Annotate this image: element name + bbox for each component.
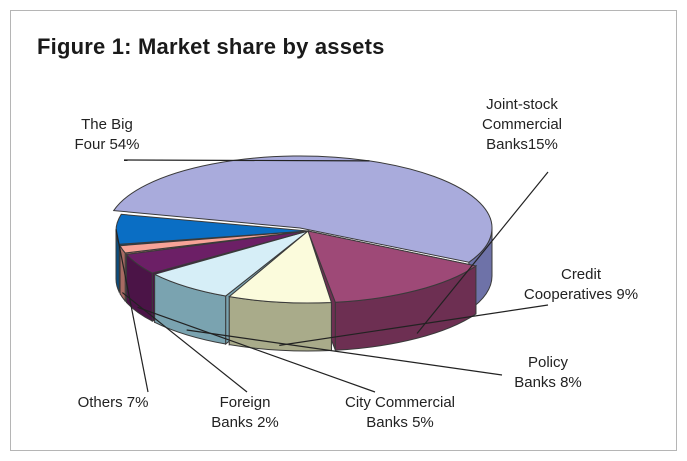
leader-line-foreign-banks [121,292,248,393]
slice-top-policy-banks [153,230,309,297]
slice-label-city-commercial: City Commercial Banks 5% [344,394,455,431]
leader-line-credit-cooperatives [279,304,549,346]
chart-title: Figure 1: Market share by assets [37,34,385,59]
pie-tops [112,155,493,304]
leader-line-others [115,229,149,393]
leader-line-big-four [123,159,370,162]
slice-top-foreign-banks [119,230,309,254]
slice-label-credit-cooperatives: Credit Cooperatives 9% [523,266,639,303]
slice-label-others: Others 7% [77,394,149,411]
slice-top-city-commercial [125,230,309,274]
slice-label-foreign-banks: Foreign Banks 2% [211,394,279,431]
slice-label-big-four: The Big Four 54% [74,116,140,153]
leader-lines [115,159,549,393]
slice-top-credit-cooperatives [228,230,333,304]
leader-line-policy-banks [186,329,503,376]
slice-label-joint-stock: Joint-stock Commercial Banks15% [481,96,562,153]
slice-label-policy-banks: Policy Banks 8% [514,354,582,391]
leader-line-joint-stock [416,171,549,334]
leader-line-city-commercial [137,306,376,393]
